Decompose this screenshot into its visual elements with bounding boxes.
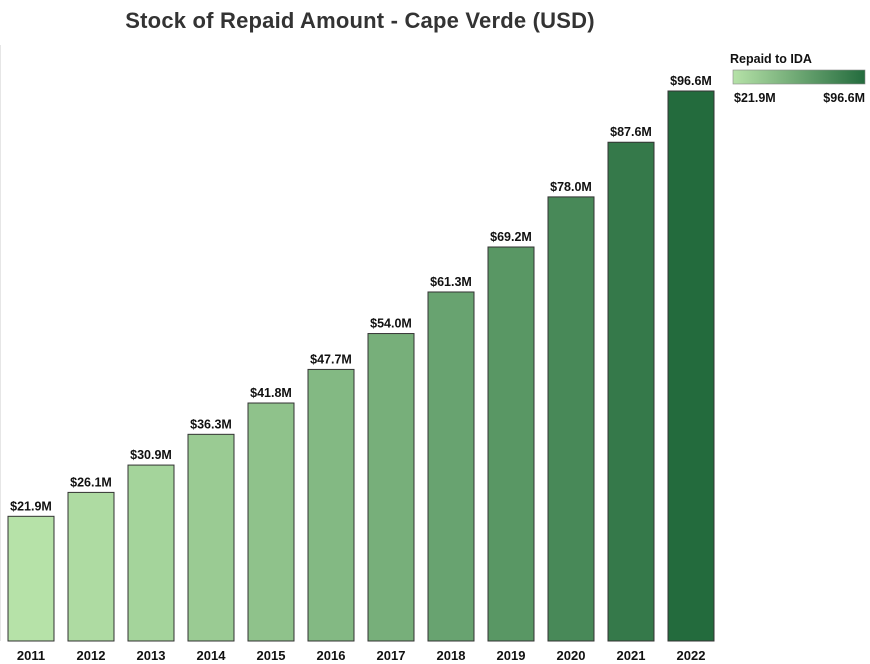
bar-2018[interactable] (427, 291, 475, 642)
bar-2017[interactable] (367, 333, 415, 642)
x-tick-label-2011: 2011 (17, 648, 45, 663)
data-label-2014: $36.3M (190, 417, 232, 431)
x-tick-label-2020: 2020 (557, 648, 586, 663)
bar-2015[interactable] (247, 402, 295, 642)
x-tick-label-2017: 2017 (377, 648, 406, 663)
data-label-2021: $87.6M (610, 125, 652, 139)
data-label-2012: $26.1M (70, 475, 112, 489)
data-label-2013: $30.9M (130, 448, 172, 462)
x-tick-label-2019: 2019 (497, 648, 526, 663)
bar-2022[interactable] (667, 90, 715, 642)
bar-2021[interactable] (607, 141, 655, 642)
chart-title: Stock of Repaid Amount - Cape Verde (USD… (125, 8, 595, 33)
x-tick-label-2014: 2014 (197, 648, 227, 663)
data-labels-group: $21.9M $26.1M $30.9M $36.3M $41.8M $47.7M $54.… (10, 74, 712, 513)
bar-2012[interactable] (67, 491, 115, 642)
x-tick-labels-group: 2011 2012 2013 2014 2015 2016 2017 2018 2019 2020… (17, 648, 706, 663)
data-label-2022: $96.6M (670, 74, 712, 88)
x-tick-label-2016: 2016 (317, 648, 346, 663)
x-tick-label-2015: 2015 (257, 648, 286, 663)
legend-min-label: $21.9M (734, 91, 776, 105)
bars-group (7, 90, 715, 642)
x-tick-label-2013: 2013 (137, 648, 166, 663)
legend-title: Repaid to IDA (730, 52, 812, 66)
data-label-2016: $47.7M (310, 352, 352, 366)
data-label-2019: $69.2M (490, 230, 532, 244)
legend-max-label: $96.6M (823, 91, 865, 105)
data-label-2011: $21.9M (10, 499, 52, 513)
color-legend[interactable]: Repaid to IDA $21.9M $96.6M (730, 52, 866, 105)
x-tick-label-2012: 2012 (77, 648, 106, 663)
bar-2014[interactable] (187, 433, 235, 642)
bar-2013[interactable] (127, 464, 175, 642)
data-label-2017: $54.0M (370, 317, 412, 331)
data-label-2015: $41.8M (250, 386, 292, 400)
bar-2019[interactable] (487, 246, 535, 642)
x-tick-label-2021: 2021 (617, 648, 646, 663)
data-label-2020: $78.0M (550, 180, 592, 194)
x-tick-label-2022: 2022 (677, 648, 706, 663)
data-label-2018: $61.3M (430, 275, 472, 289)
legend-gradient-bar (732, 69, 866, 85)
bar-2016[interactable] (307, 368, 355, 642)
x-tick-label-2018: 2018 (437, 648, 466, 663)
bar-2011[interactable] (7, 515, 55, 642)
bar-2020[interactable] (547, 196, 595, 642)
